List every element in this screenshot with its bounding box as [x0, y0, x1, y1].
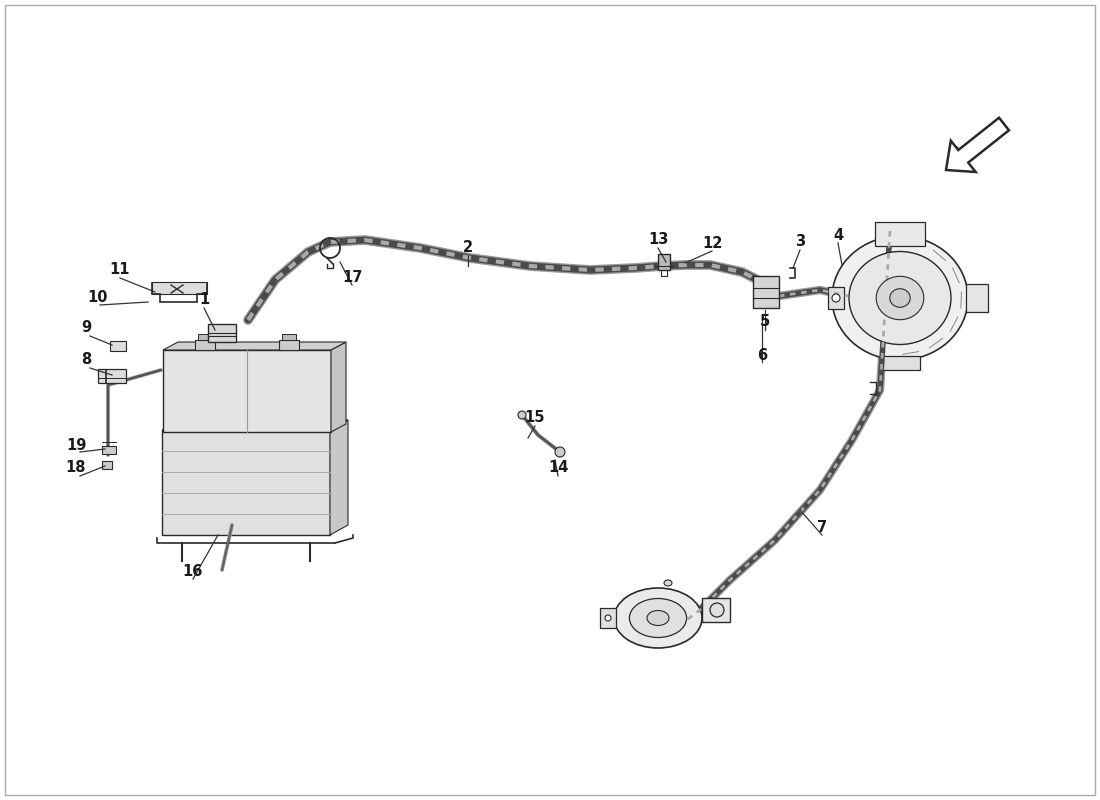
Text: 2: 2: [463, 241, 473, 255]
Text: 17: 17: [342, 270, 362, 286]
Bar: [279, 340, 299, 350]
Bar: [754, 276, 779, 308]
Bar: [198, 334, 212, 340]
Polygon shape: [163, 342, 346, 350]
Polygon shape: [331, 342, 346, 432]
Text: 14: 14: [548, 461, 569, 475]
Bar: [702, 598, 730, 622]
Ellipse shape: [832, 236, 968, 360]
Bar: [658, 254, 670, 270]
Text: 7: 7: [817, 521, 827, 535]
Ellipse shape: [647, 610, 669, 626]
Text: 16: 16: [183, 565, 204, 579]
Bar: [98, 369, 126, 383]
Ellipse shape: [664, 580, 672, 586]
Text: 18: 18: [66, 461, 86, 475]
Ellipse shape: [629, 598, 686, 638]
Ellipse shape: [710, 603, 724, 617]
Text: 8: 8: [81, 353, 91, 367]
Text: 13: 13: [648, 233, 668, 247]
Bar: [828, 287, 844, 309]
Bar: [102, 446, 116, 454]
Ellipse shape: [877, 276, 924, 320]
Text: 5: 5: [760, 314, 770, 330]
Text: 11: 11: [110, 262, 130, 278]
Circle shape: [832, 294, 840, 302]
Bar: [874, 222, 925, 246]
Polygon shape: [162, 420, 348, 430]
Bar: [162, 430, 330, 535]
Bar: [110, 341, 126, 351]
Circle shape: [518, 411, 526, 419]
Bar: [282, 334, 296, 340]
Text: 15: 15: [525, 410, 546, 426]
Text: 4: 4: [833, 227, 843, 242]
Text: 3: 3: [795, 234, 805, 250]
Polygon shape: [330, 420, 348, 535]
Text: 19: 19: [66, 438, 86, 453]
Text: 9: 9: [81, 321, 91, 335]
Polygon shape: [152, 282, 207, 294]
Text: 6: 6: [757, 347, 767, 362]
Text: 10: 10: [88, 290, 108, 305]
Bar: [600, 608, 616, 628]
Bar: [163, 350, 331, 432]
Bar: [208, 324, 236, 342]
Ellipse shape: [890, 289, 910, 307]
Bar: [880, 356, 920, 370]
Text: 1: 1: [199, 293, 209, 307]
Ellipse shape: [605, 615, 610, 621]
Polygon shape: [946, 118, 1009, 172]
Bar: [195, 340, 214, 350]
Bar: [966, 284, 988, 312]
Bar: [102, 461, 112, 469]
Ellipse shape: [849, 251, 952, 345]
Circle shape: [556, 447, 565, 457]
Text: 12: 12: [702, 235, 723, 250]
Ellipse shape: [614, 588, 702, 648]
